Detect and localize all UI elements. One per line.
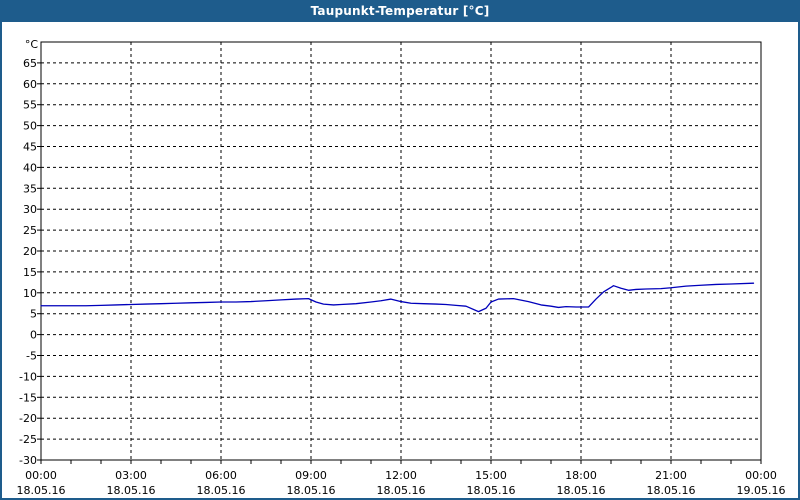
svg-text:-20: -20 — [19, 412, 37, 425]
svg-text:60: 60 — [23, 78, 37, 91]
chart-svg: -30 -25 -20 -15 -10 -5 0 5 10 15 20 25 30 35 40 45 50 55 6… — [17, 38, 786, 497]
svg-text:°C: °C — [25, 38, 39, 51]
svg-text:00:00: 00:00 — [25, 469, 57, 482]
window-title-bar[interactable]: Taupunkt-Temperatur [°C] — [0, 0, 800, 22]
svg-text:30: 30 — [23, 203, 37, 216]
svg-text:-10: -10 — [19, 370, 37, 383]
svg-text:03:00: 03:00 — [115, 469, 147, 482]
svg-text:18.05.16: 18.05.16 — [377, 484, 426, 497]
svg-text:-25: -25 — [19, 433, 37, 446]
svg-text:15: 15 — [23, 266, 37, 279]
svg-text:18.05.16: 18.05.16 — [107, 484, 156, 497]
svg-text:-30: -30 — [19, 454, 37, 467]
svg-text:06:00: 06:00 — [205, 469, 237, 482]
svg-text:19.05.16: 19.05.16 — [737, 484, 786, 497]
svg-text:20: 20 — [23, 245, 37, 258]
svg-text:18.05.16: 18.05.16 — [17, 484, 66, 497]
svg-text:5: 5 — [30, 308, 37, 321]
svg-text:12:00: 12:00 — [385, 469, 417, 482]
svg-text:18.05.16: 18.05.16 — [197, 484, 246, 497]
svg-text:09:00: 09:00 — [295, 469, 327, 482]
svg-text:15:00: 15:00 — [475, 469, 507, 482]
svg-text:25: 25 — [23, 224, 37, 237]
window-title: Taupunkt-Temperatur [°C] — [310, 4, 490, 18]
svg-text:55: 55 — [23, 99, 37, 112]
svg-text:40: 40 — [23, 161, 37, 174]
chart-area: -30 -25 -20 -15 -10 -5 0 5 10 15 20 25 30 35 40 45 50 55 6… — [0, 22, 800, 500]
svg-text:0: 0 — [30, 329, 37, 342]
svg-text:18.05.16: 18.05.16 — [287, 484, 336, 497]
svg-text:18:00: 18:00 — [565, 469, 597, 482]
svg-text:65: 65 — [23, 57, 37, 70]
svg-text:-15: -15 — [19, 391, 37, 404]
svg-text:45: 45 — [23, 141, 37, 154]
svg-text:10: 10 — [23, 287, 37, 300]
svg-text:18.05.16: 18.05.16 — [467, 484, 516, 497]
svg-text:-5: -5 — [26, 350, 37, 363]
svg-text:18.05.16: 18.05.16 — [647, 484, 696, 497]
svg-text:18.05.16: 18.05.16 — [557, 484, 606, 497]
svg-text:21:00: 21:00 — [655, 469, 687, 482]
svg-text:35: 35 — [23, 182, 37, 195]
svg-text:00:00: 00:00 — [745, 469, 777, 482]
svg-text:50: 50 — [23, 120, 37, 133]
